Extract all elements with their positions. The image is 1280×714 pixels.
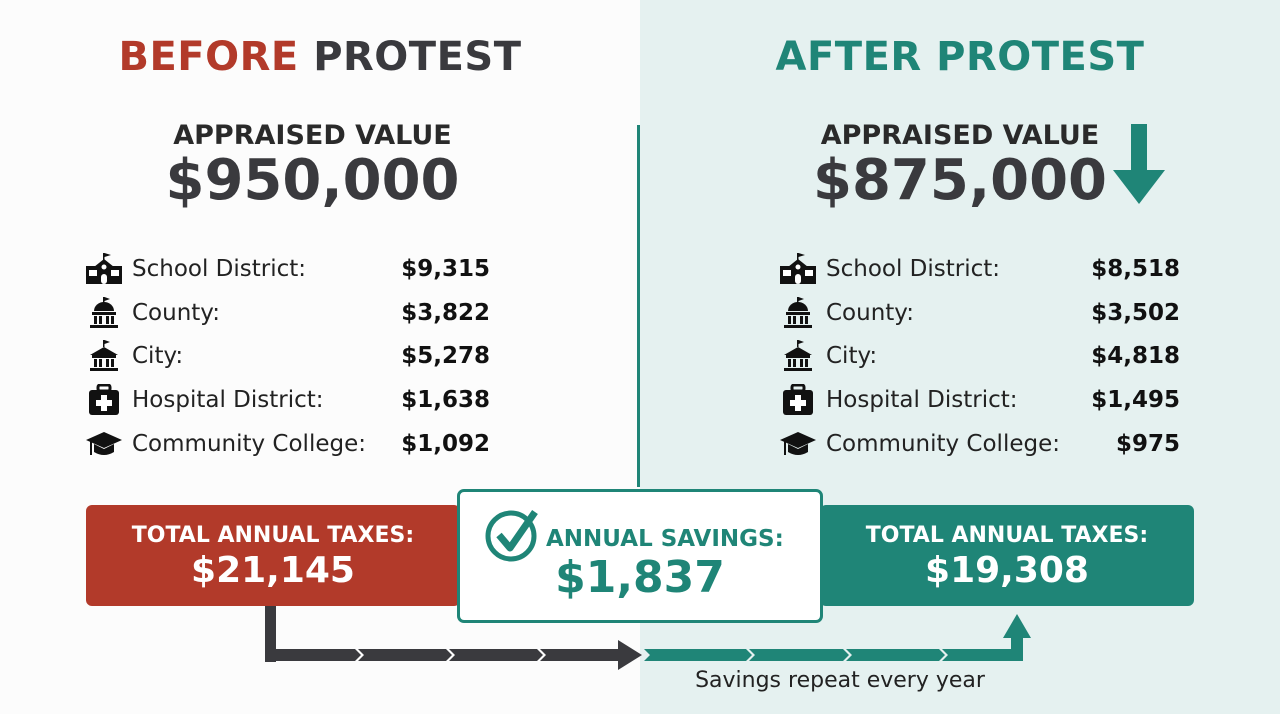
savings-label: ANNUAL SAVINGS:	[546, 526, 784, 552]
medical-kit-icon	[84, 384, 124, 416]
before-total-box: TOTAL ANNUAL TAXES: $21,145	[86, 505, 460, 606]
after-appraised-label: APPRAISED VALUE	[820, 120, 1100, 151]
tax-value: $1,092	[401, 431, 490, 457]
tax-value: $975	[1115, 431, 1180, 457]
before-tax-row: Hospital District: $1,638	[84, 382, 490, 418]
tax-value: $9,315	[401, 256, 490, 282]
before-appraised-value: $950,000	[165, 148, 460, 213]
tax-value: $1,495	[1091, 387, 1180, 413]
city-hall-icon	[778, 340, 818, 372]
after-appraised-value: $875,000	[812, 148, 1108, 213]
tax-label: School District:	[132, 256, 307, 282]
tax-value: $1,638	[401, 387, 490, 413]
graduation-cap-icon	[778, 428, 818, 460]
before-tax-row: Community College: $1,092	[84, 426, 490, 462]
tax-label: School District:	[826, 256, 1001, 282]
after-tax-row: Hospital District: $1,495	[778, 382, 1180, 418]
school-icon	[84, 253, 124, 285]
county-building-icon	[778, 297, 818, 329]
savings-value: $1,837	[555, 552, 725, 603]
flow-dark-segments	[265, 640, 642, 670]
down-arrow-icon	[1113, 124, 1165, 204]
tax-label: County:	[826, 300, 914, 326]
after-tax-row: County: $3,502	[778, 295, 1180, 331]
flow-teal-segments	[644, 614, 1031, 661]
before-appraised-label: APPRAISED VALUE	[173, 120, 452, 151]
after-title: AFTER PROTEST	[775, 34, 1145, 80]
savings-box: ANNUAL SAVINGS: $1,837	[457, 489, 823, 623]
tax-value: $4,818	[1091, 343, 1180, 369]
before-word: BEFORE	[118, 34, 299, 80]
savings-flow-arrow	[265, 606, 1031, 670]
tax-label: Community College:	[826, 431, 1060, 457]
tax-value: $5,278	[401, 343, 490, 369]
protest-word: PROTEST	[313, 34, 522, 80]
tax-label: Hospital District:	[132, 387, 324, 413]
tax-label: City:	[826, 343, 878, 369]
tax-value: $3,822	[401, 300, 490, 326]
school-icon	[778, 253, 818, 285]
after-tax-row: School District: $8,518	[778, 251, 1180, 287]
after-tax-row: Community College: $975	[778, 426, 1180, 462]
city-hall-icon	[84, 340, 124, 372]
check-circle-icon	[485, 510, 538, 562]
graduation-cap-icon	[84, 428, 124, 460]
divider	[637, 125, 640, 487]
county-building-icon	[84, 297, 124, 329]
tax-value: $3,502	[1091, 300, 1180, 326]
tax-label: Hospital District:	[826, 387, 1018, 413]
flow-down-segment	[265, 606, 276, 662]
tax-label: Community College:	[132, 431, 366, 457]
before-tax-row: County: $3,822	[84, 295, 490, 331]
savings-caption: Savings repeat every year	[695, 668, 985, 693]
tax-label: City:	[132, 343, 184, 369]
tax-label: County:	[132, 300, 220, 326]
before-total-value: $21,145	[191, 550, 355, 591]
after-total-box: TOTAL ANNUAL TAXES: $19,308	[820, 505, 1194, 606]
before-title: BEFORE PROTEST	[0, 34, 640, 80]
tax-value: $8,518	[1091, 256, 1180, 282]
before-tax-row: City: $5,278	[84, 338, 490, 374]
before-tax-row: School District: $9,315	[84, 251, 490, 287]
before-total-label: TOTAL ANNUAL TAXES:	[131, 523, 415, 548]
after-total-value: $19,308	[925, 550, 1089, 591]
medical-kit-icon	[778, 384, 818, 416]
after-total-label: TOTAL ANNUAL TAXES:	[865, 523, 1149, 548]
after-tax-row: City: $4,818	[778, 338, 1180, 374]
